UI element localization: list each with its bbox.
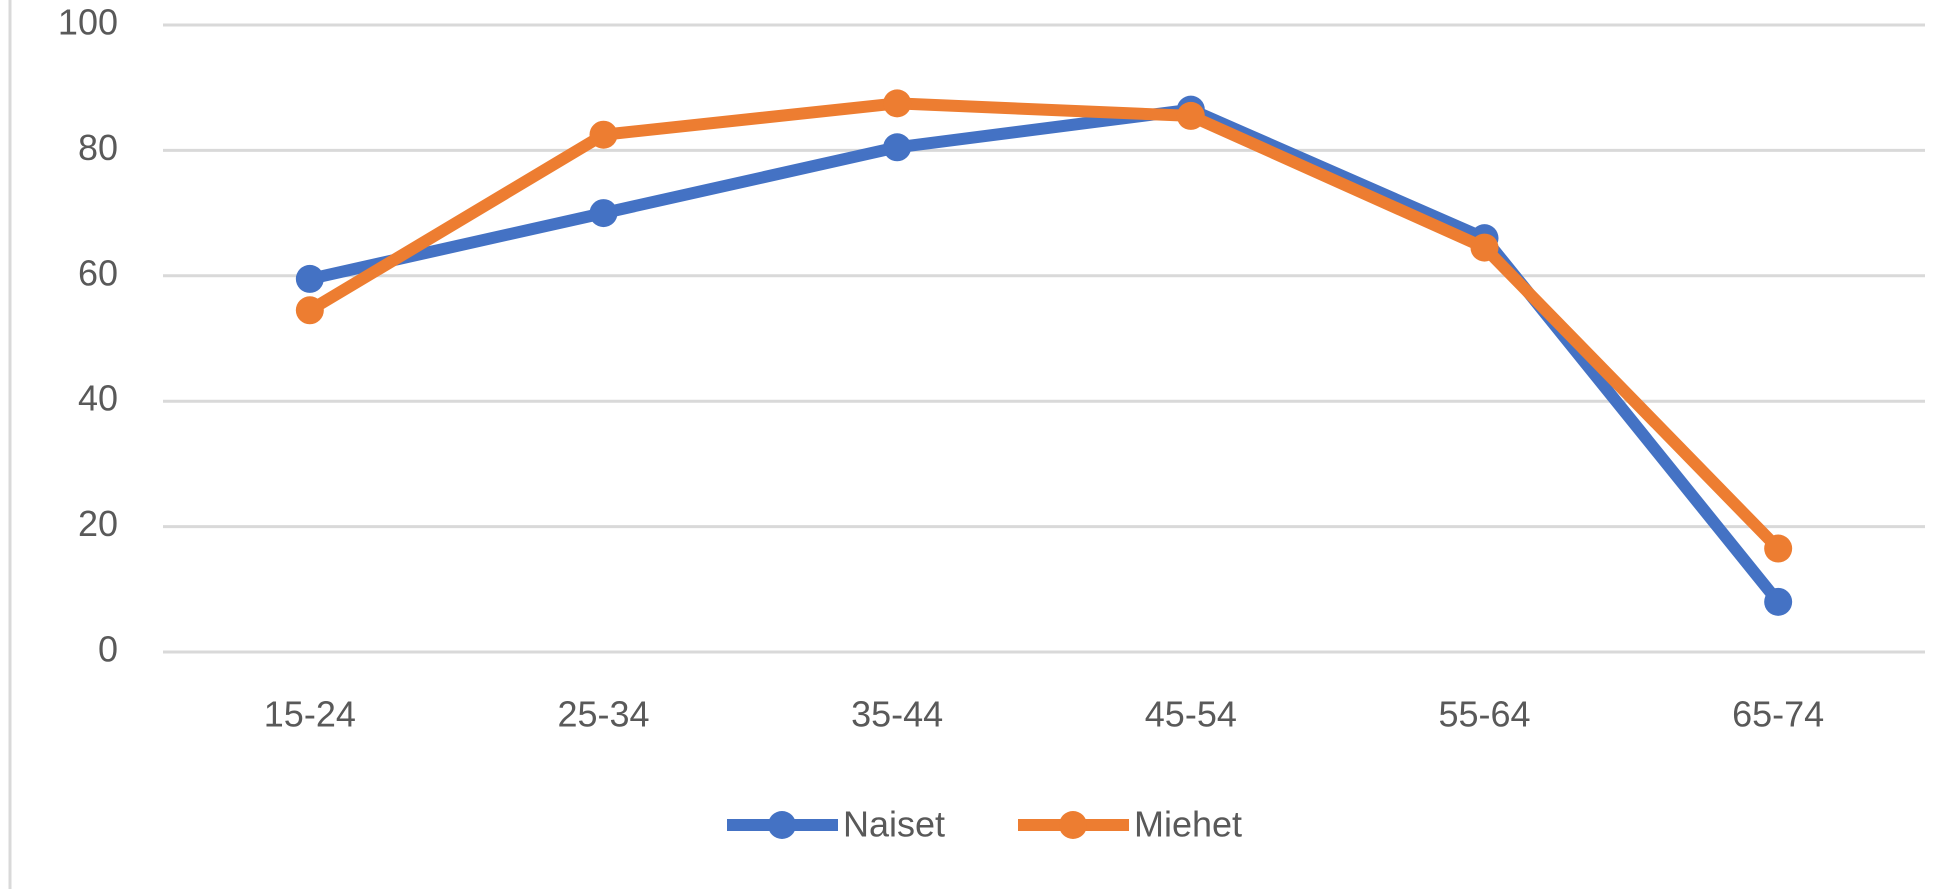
point-marker (295, 264, 324, 293)
point-marker (589, 199, 618, 228)
legend-marker (768, 811, 796, 839)
y-tick-label: 0 (98, 629, 118, 670)
point-marker (1176, 101, 1205, 130)
x-tick-label: 25-34 (557, 694, 649, 735)
point-marker (295, 296, 324, 325)
y-tick-label: 100 (58, 2, 118, 43)
series-line (306, 97, 1783, 553)
legend-label: Miehet (1134, 804, 1242, 845)
y-tick-label: 80 (78, 127, 118, 168)
point-marker (1470, 233, 1499, 262)
point-marker (589, 120, 618, 149)
point-marker (883, 89, 912, 118)
x-tick-label: 55-64 (1438, 694, 1530, 735)
point-marker (883, 133, 912, 162)
y-tick-label: 20 (78, 503, 118, 544)
x-tick-label: 65-74 (1732, 694, 1824, 735)
point-marker (1764, 534, 1793, 563)
y-tick-label: 60 (78, 252, 118, 293)
legend-label: Naiset (843, 804, 945, 845)
x-tick-label: 15-24 (264, 694, 356, 735)
x-tick-label: 45-54 (1145, 694, 1237, 735)
point-marker (1764, 587, 1793, 616)
x-tick-label: 35-44 (851, 694, 943, 735)
y-tick-label: 40 (78, 378, 118, 419)
legend-marker (1059, 811, 1087, 839)
